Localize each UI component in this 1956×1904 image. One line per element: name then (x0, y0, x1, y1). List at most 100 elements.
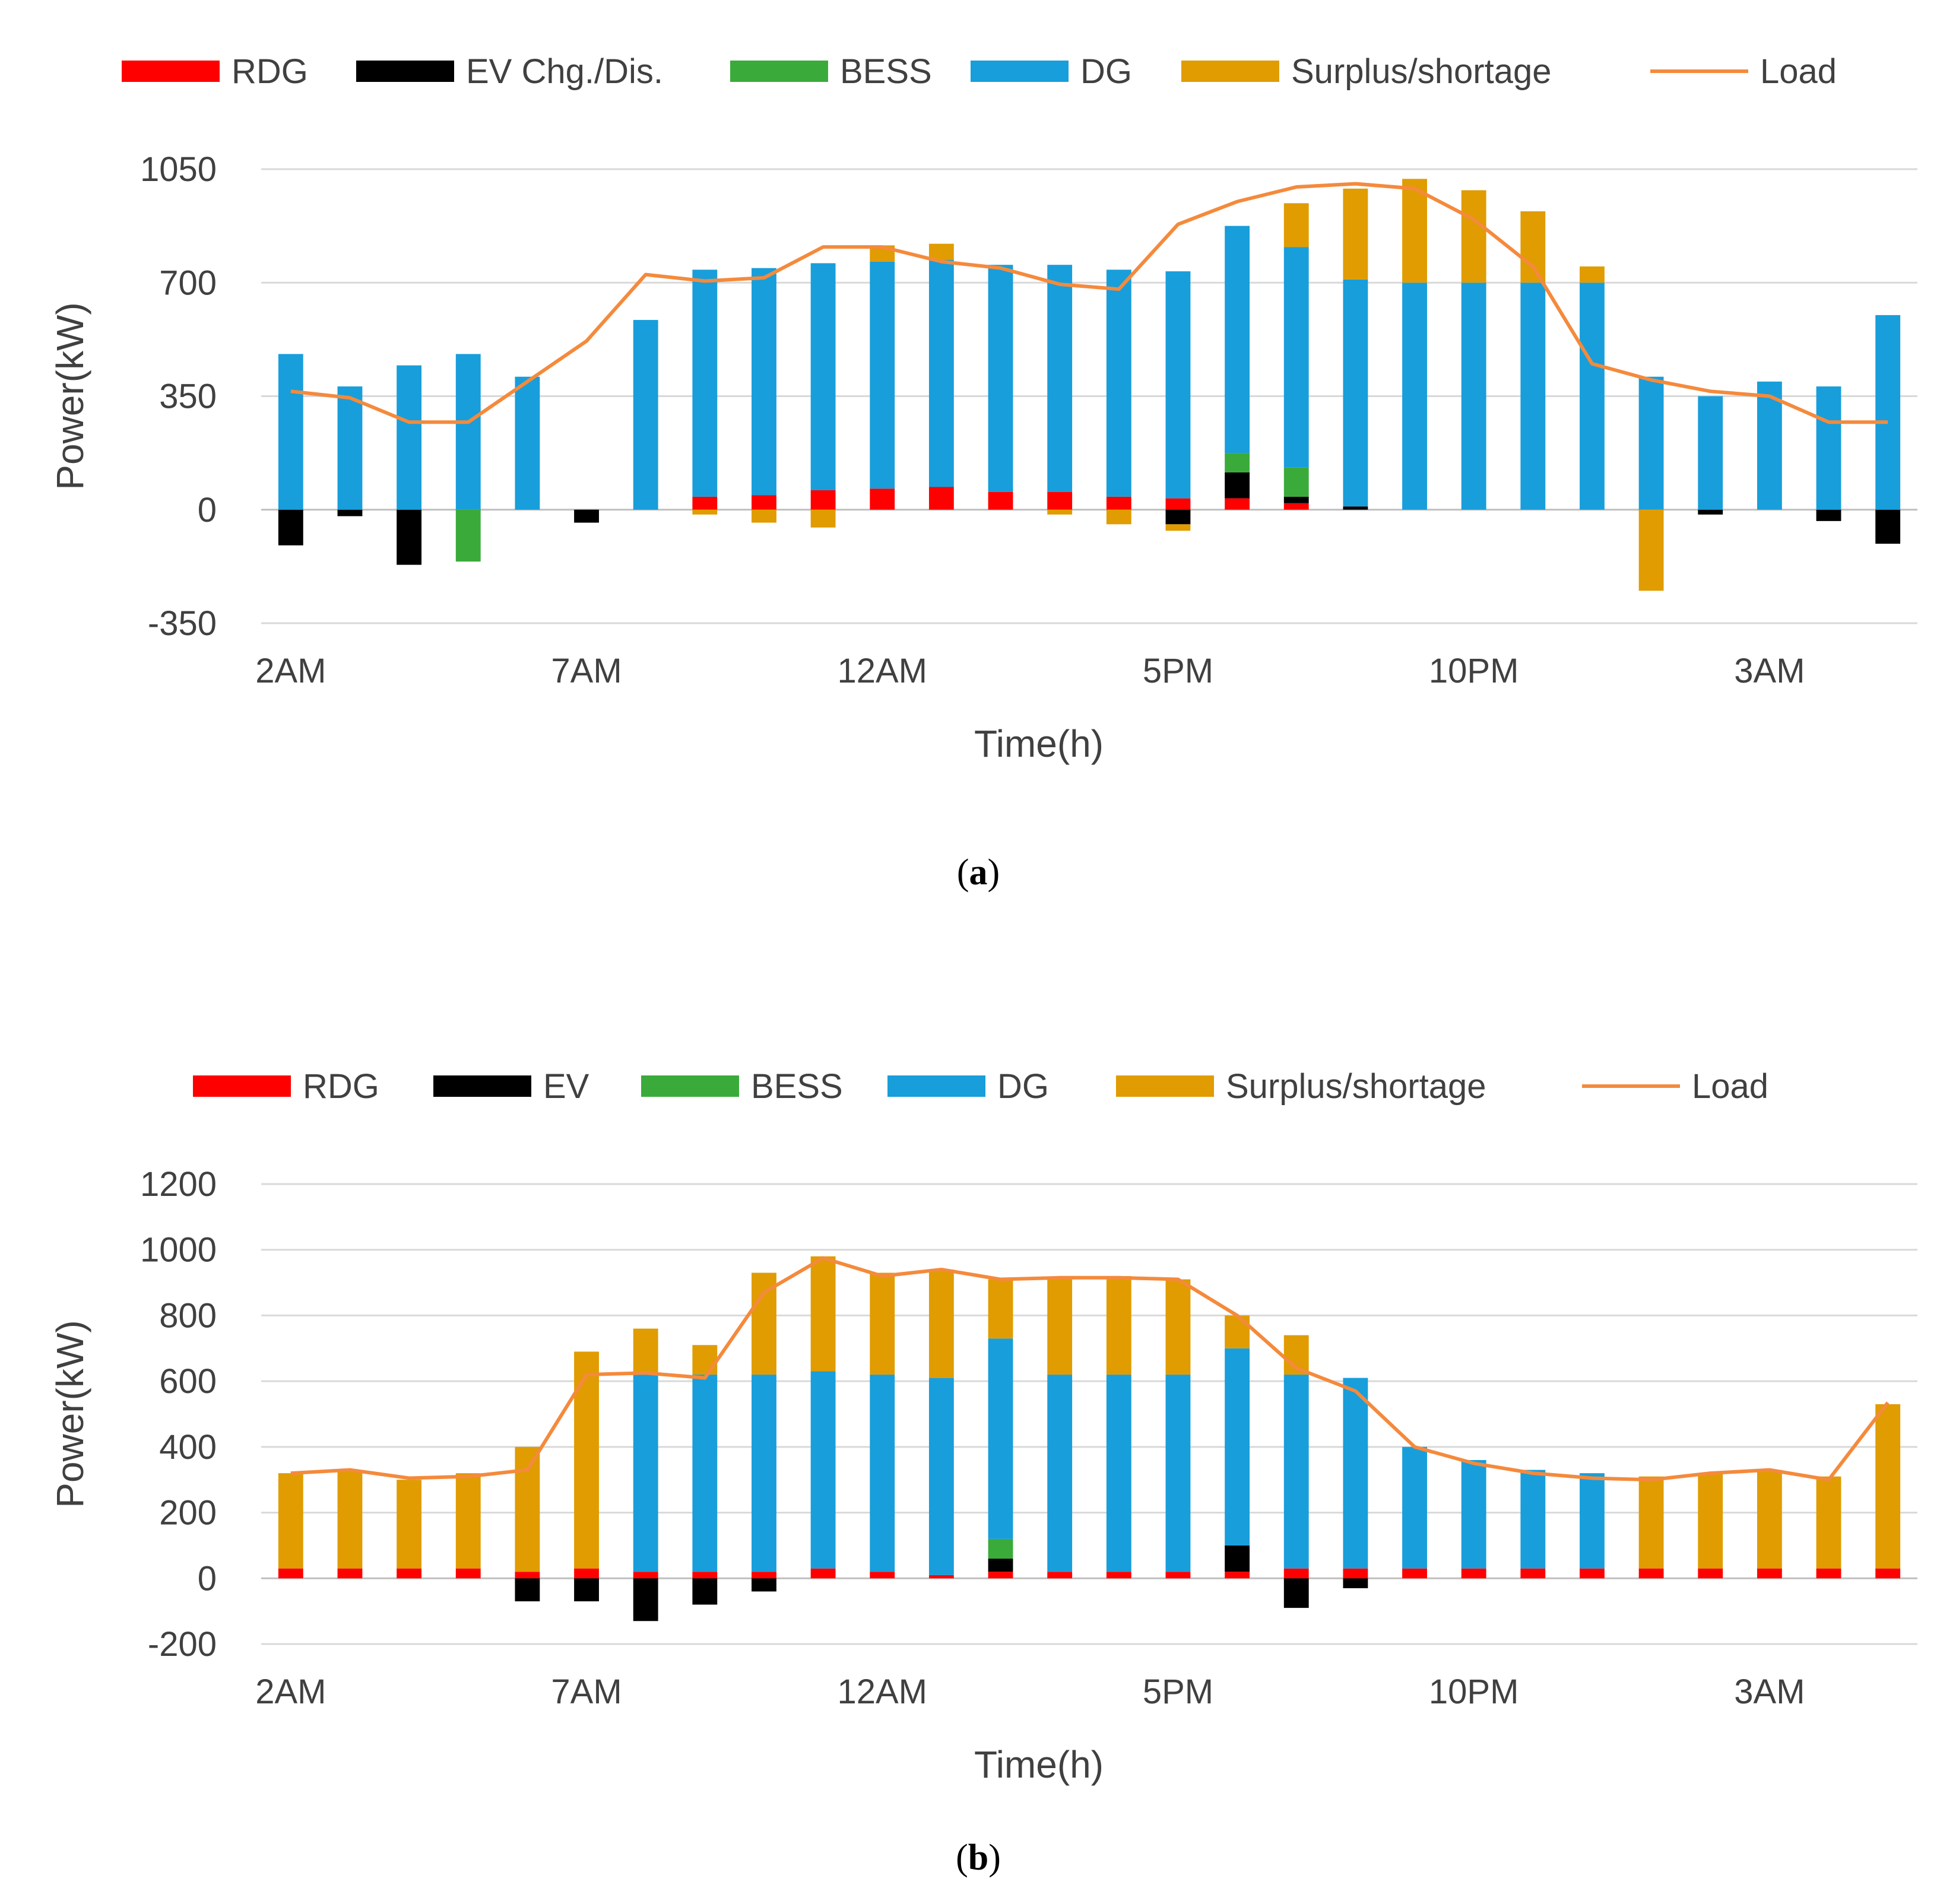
bar-dg-h24 (1698, 396, 1723, 510)
bar-dg-h17 (1283, 1375, 1309, 1569)
bar-ev-chg-dis--h26 (1816, 509, 1841, 521)
bar-dg-h12 (988, 265, 1013, 492)
caption-letter: b (968, 1838, 988, 1878)
bar-dg-h9 (810, 1371, 836, 1569)
x-tick-label: 3AM (1734, 1673, 1805, 1711)
bar-dg-h21 (1520, 283, 1546, 510)
bar-surplus-shortage-h16 (1225, 1315, 1250, 1348)
legend-label: RDG (232, 52, 308, 91)
x-axis-title: Time(h) (974, 722, 1104, 765)
bar-surplus-shortage-h17 (1283, 203, 1309, 247)
bar-dg-h12 (988, 1338, 1013, 1539)
x-tick-label: 3AM (1734, 652, 1805, 690)
bar-ev-h6 (633, 1578, 658, 1621)
bar-rdg-h17 (1283, 1568, 1309, 1579)
caption-letter: a (969, 852, 988, 893)
bar-dg-h3 (455, 354, 481, 510)
caption-close: ) (988, 852, 1000, 893)
bar-ev-chg-dis--h0 (278, 509, 303, 545)
legend-label: Load (1692, 1067, 1768, 1106)
bar-surplus-shortage-h1 (337, 1470, 363, 1569)
bar-rdg-h15 (1165, 1572, 1191, 1579)
x-tick-label: 2AM (255, 652, 326, 690)
bar-surplus-shortage-h14 (1106, 1276, 1131, 1375)
bar-surplus-shortage-h22 (1580, 266, 1605, 283)
y-tick-label: 350 (159, 377, 217, 416)
bar-bess-h16 (1225, 453, 1250, 472)
bar-surplus-shortage-h4 (515, 1446, 540, 1572)
bar-rdg-h3 (455, 1568, 481, 1579)
bar-surplus-shortage-h13 (1047, 509, 1073, 515)
bar-dg-h22 (1580, 1473, 1605, 1569)
bar-surplus-shortage-h13 (1047, 1279, 1073, 1375)
bar-rdg-h14 (1106, 496, 1131, 510)
legend-swatch-rdg (122, 61, 220, 82)
bar-rdg-h23 (1638, 1568, 1664, 1579)
bar-rdg-h1 (337, 1568, 363, 1579)
bar-surplus-shortage-h18 (1343, 188, 1368, 280)
x-tick-label: 10PM (1429, 652, 1519, 690)
y-tick-label: 1000 (140, 1231, 217, 1270)
bar-rdg-h12 (988, 1572, 1013, 1579)
bar-dg-h1 (337, 386, 363, 510)
bar-surplus-shortage-h7 (692, 509, 718, 515)
bar-ev-chg-dis--h15 (1165, 509, 1191, 525)
bar-rdg-h19 (1402, 1568, 1427, 1579)
bar-surplus-shortage-h6 (633, 1328, 658, 1375)
bar-surplus-shortage-h5 (574, 1351, 599, 1569)
bar-surplus-shortage-h23 (1638, 509, 1664, 591)
bar-ev-h17 (1283, 1578, 1309, 1608)
y-tick-label: 0 (198, 1559, 217, 1598)
bar-surplus-shortage-h8 (752, 1272, 776, 1375)
x-tick-label: 7AM (551, 652, 622, 690)
bar-dg-h11 (928, 260, 954, 487)
y-tick-label: -200 (148, 1625, 217, 1664)
bar-surplus-shortage-h11 (928, 243, 954, 260)
y-axis-title: Power(kW) (49, 302, 91, 490)
y-tick-label: 200 (159, 1494, 217, 1532)
bar-ev-h16 (1225, 1545, 1250, 1572)
bar-surplus-shortage-h27 (1875, 1404, 1901, 1569)
bar-dg-h11 (928, 1378, 954, 1575)
x-axis-title: Time(h) (974, 1743, 1104, 1786)
bar-dg-h6 (633, 320, 658, 510)
y-tick-label: 400 (159, 1428, 217, 1467)
bar-rdg-h14 (1106, 1572, 1131, 1579)
chart-a: -350 0 350 700 1050 2AM 7AM 12AM 5PM 10PM 3AM Time(… (49, 52, 1917, 893)
legend-label: Surplus/shortage (1291, 52, 1551, 91)
bar-rdg-h9 (810, 490, 836, 510)
bar-dg-h15 (1165, 1375, 1191, 1572)
legend-swatch-bess (641, 1075, 739, 1097)
bar-rdg-h7 (692, 1572, 718, 1579)
bar-rdg-h8 (752, 495, 776, 510)
bar-rdg-h9 (810, 1568, 836, 1579)
bar-surplus-shortage-h9 (810, 1256, 836, 1372)
x-tick-label: 7AM (551, 1673, 622, 1711)
bar-dg-h0 (278, 354, 303, 510)
caption-open: ( (957, 852, 969, 893)
bar-surplus-shortage-h19 (1402, 179, 1427, 283)
bar-surplus-shortage-h14 (1106, 509, 1131, 525)
bar-rdg-h21 (1520, 1568, 1546, 1579)
bar-rdg-h18 (1343, 1568, 1368, 1579)
y-tick-label: 700 (159, 264, 217, 302)
bar-dg-h25 (1757, 381, 1782, 510)
bar-surplus-shortage-h15 (1165, 1279, 1191, 1375)
bar-surplus-shortage-h25 (1757, 1470, 1782, 1569)
legend-label: BESS (840, 52, 932, 91)
legend-label: Load (1760, 52, 1837, 91)
bar-ev-chg-dis--h18 (1343, 506, 1368, 510)
bar-bess-h17 (1283, 467, 1309, 497)
bar-dg-h19 (1402, 283, 1427, 510)
bar-dg-h27 (1875, 315, 1901, 510)
bar-dg-h13 (1047, 1375, 1073, 1572)
bar-ev-h4 (515, 1578, 540, 1602)
bar-dg-h23 (1638, 376, 1664, 510)
bar-rdg-h13 (1047, 1572, 1073, 1579)
bar-rdg-h17 (1283, 503, 1309, 510)
legend-label: EV Chg./Dis. (466, 52, 663, 91)
bar-rdg-h16 (1225, 1572, 1250, 1579)
bar-dg-h8 (752, 1375, 776, 1572)
bar-dg-h2 (397, 365, 422, 510)
